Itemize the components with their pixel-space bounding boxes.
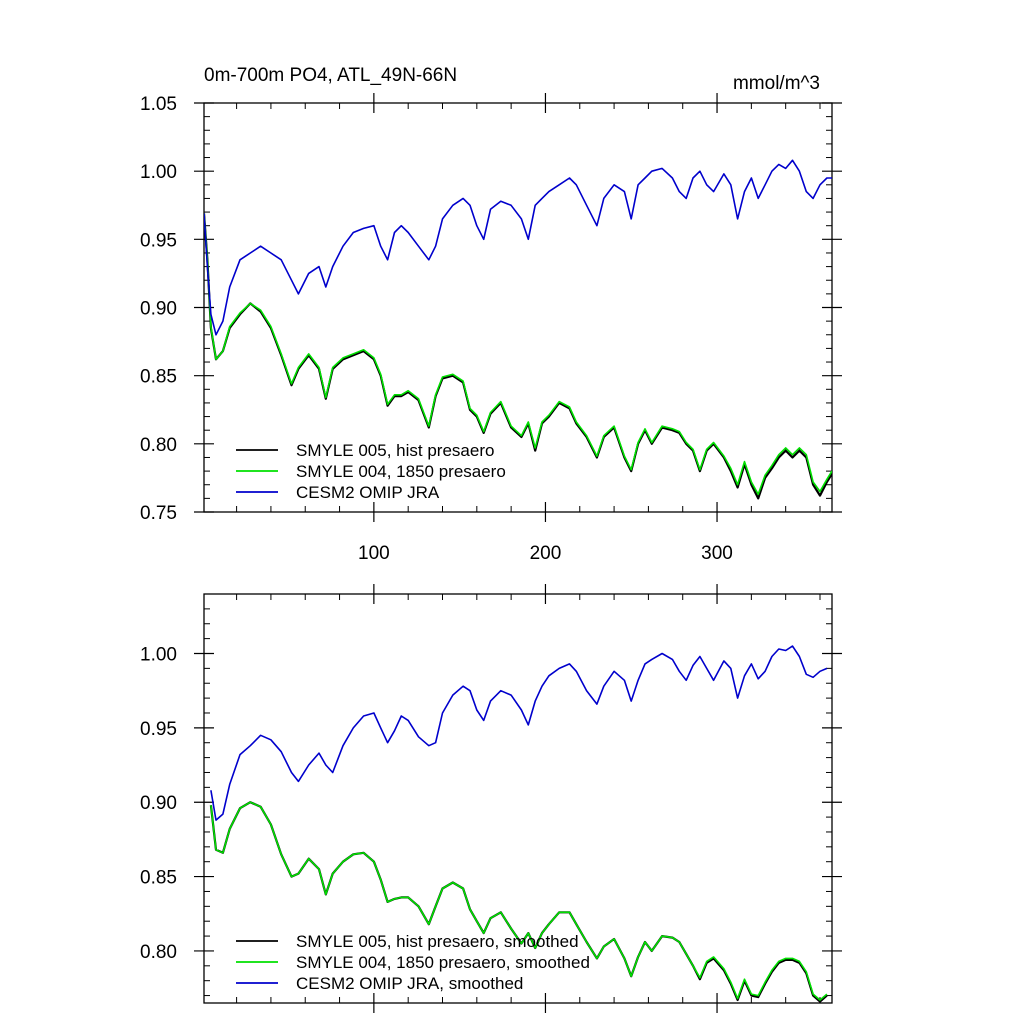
x-tick-label: 300 (701, 543, 733, 564)
bottom-panel: 0.80 0.85 0.90 0.95 1.00 SMYLE 005, hist pres… (140, 584, 842, 1013)
y-tick-label: 0.75 (140, 503, 177, 524)
legend-label: SMYLE 005, hist presaero (296, 441, 494, 460)
y-tick-label: 0.90 (140, 299, 177, 320)
chart-title: 0m-700m PO4, ATL_49N-66N (204, 65, 457, 86)
x-tick-label: 200 (530, 543, 562, 564)
y-tick-label: 0.80 (140, 942, 177, 963)
legend-label: CESM2 OMIP JRA, smoothed (296, 974, 523, 993)
units-label: mmol/m^3 (733, 73, 820, 94)
y-tick-label: 1.05 (140, 94, 177, 115)
y-tick-label: 1.00 (140, 644, 177, 665)
y-tick-label: 0.90 (140, 793, 177, 814)
series-line-3 (204, 159, 832, 336)
legend-label: SMYLE 004, 1850 presaero, smoothed (296, 953, 590, 972)
y-tick-label: 0.95 (140, 719, 177, 740)
y-tick-label: 1.00 (140, 162, 177, 183)
legend-label: CESM2 OMIP JRA (296, 483, 440, 502)
y-tick-label: 0.95 (140, 230, 177, 251)
y-tick-label: 0.85 (140, 367, 177, 388)
top-panel: 100 200 300 0.75 0.80 0.85 0.90 0.95 1.00 1.05 SMY… (140, 65, 842, 564)
series-line-2 (204, 213, 832, 496)
legend-label: SMYLE 005, hist presaero, smoothed (296, 932, 579, 951)
y-tick-label: 0.80 (140, 435, 177, 456)
series-line-3 (210, 645, 828, 821)
series-line-2 (210, 801, 828, 1001)
legend-label: SMYLE 004, 1850 presaero (296, 462, 506, 481)
y-tick-label: 0.85 (140, 868, 177, 889)
x-tick-label: 100 (358, 543, 390, 564)
plot-frame (203, 593, 833, 1004)
